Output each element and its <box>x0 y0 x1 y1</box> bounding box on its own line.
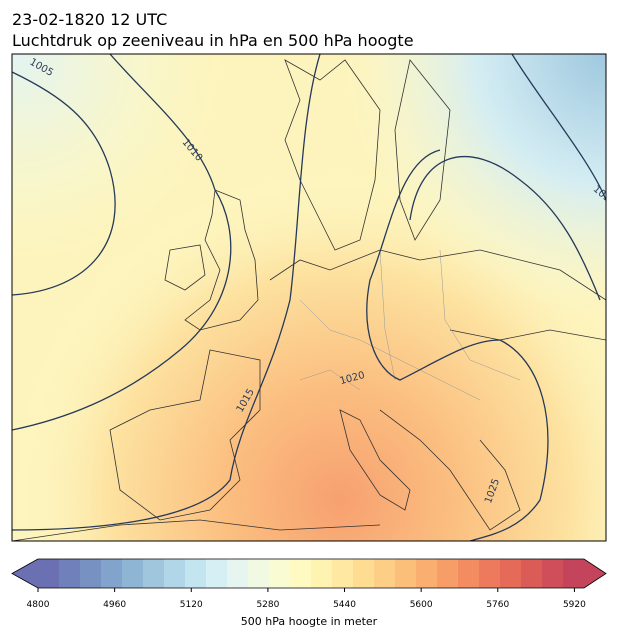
map-frame <box>11 53 607 542</box>
colorbar-band <box>311 559 333 588</box>
colorbar-band <box>38 559 60 588</box>
colorbar-extend-high <box>584 559 606 588</box>
colorbar-band <box>122 559 144 588</box>
colorbar-label: 500 hPa hoogte in meter <box>241 615 378 628</box>
colorbar-band <box>395 559 417 588</box>
colorbar-band <box>458 559 480 588</box>
colorbar-tick-label: 5760 <box>486 600 509 610</box>
colorbar-band <box>332 559 354 588</box>
colorbar-tick-label: 5440 <box>333 600 356 610</box>
colorbar-band <box>59 559 81 588</box>
colorbar-band <box>269 559 291 588</box>
colorbar-outline <box>11 558 607 589</box>
colorbar-tick-label: 5600 <box>410 600 433 610</box>
colorbar: 4800 4960 5120 5280 5440 5600 5760 5920 <box>11 558 607 610</box>
colorbar-band <box>563 559 585 588</box>
colorbar-band <box>143 559 165 588</box>
colorbar-band <box>479 559 501 588</box>
colorbar-tick-label: 5120 <box>180 600 203 610</box>
colorbar-tick-label: 4960 <box>103 600 126 610</box>
colorbar-band <box>290 559 312 588</box>
isobars <box>12 54 606 541</box>
coastlines <box>12 59 606 541</box>
title: 23-02-1820 12 UTC <box>12 10 167 29</box>
subtitle: Luchtdruk op zeeniveau in hPa en 500 hPa… <box>12 31 414 50</box>
colorbar-band <box>353 559 375 588</box>
colorbar-band <box>521 559 543 588</box>
borders <box>299 249 521 401</box>
colorbar-band <box>206 559 228 588</box>
height-field <box>12 54 606 541</box>
colorbar-band <box>185 559 207 588</box>
colorbar-band <box>80 559 102 588</box>
colorbar-tick-label: 5920 <box>563 600 586 610</box>
colorbar-band <box>500 559 522 588</box>
colorbar-band <box>416 559 438 588</box>
colorbar-band <box>542 559 564 588</box>
colorbar-band <box>101 559 123 588</box>
colorbar-tick-label: 5280 <box>256 600 279 610</box>
map: 1005 1010 101 1015 1020 1025 <box>12 54 606 541</box>
colorbar-band <box>164 559 186 588</box>
colorbar-extend-low <box>12 559 38 588</box>
colorbar-tick-label: 4800 <box>27 600 50 610</box>
colorbar-band <box>374 559 396 588</box>
colorbar-band <box>437 559 459 588</box>
colorbar-band <box>227 559 249 588</box>
colorbar-band <box>248 559 270 588</box>
